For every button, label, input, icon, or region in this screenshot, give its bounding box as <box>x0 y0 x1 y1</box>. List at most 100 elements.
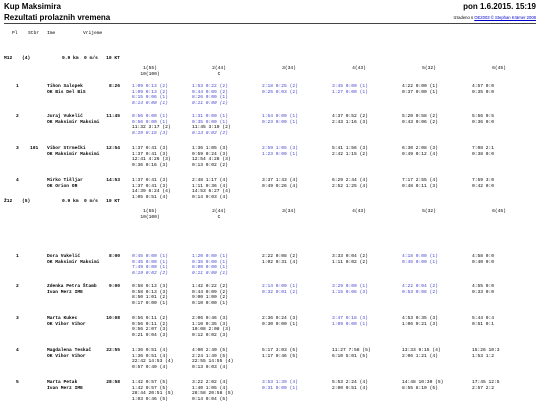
runner-place: 3 <box>16 146 19 151</box>
runner-place: 2 <box>16 114 19 119</box>
split-time: 0:13 0:02 (2) <box>192 162 228 168</box>
split-time: 2:57 2:2 <box>472 385 495 391</box>
split-time: 0:58 0:13 (3) <box>132 284 168 289</box>
split-time: 5:53 2:24 (4) <box>332 380 368 385</box>
split-time: 1:05 0:51 (4) <box>132 194 168 200</box>
split-time: 1:09 0:00 (1) <box>332 321 368 327</box>
split-time: 0:56 0:11 (2) <box>132 316 168 321</box>
split-time: 1:02 0:31 (4) <box>262 259 298 265</box>
split-time: 0:31 0:00 (1) <box>262 385 298 391</box>
report-datetime: pon 1.6.2015. 15:19 <box>463 2 536 11</box>
credit-link[interactable]: OE2003 © Stephan Krämer 2008 <box>474 15 536 20</box>
event-title: Kup Maksimira <box>4 2 61 11</box>
split-time: 0:36 0:16 (3) <box>132 162 168 168</box>
split-time: 3:37 1:43 (4) <box>262 178 298 183</box>
split-time: 1:36 0:51 (4) <box>132 353 168 359</box>
split-time: 15:26 10:3 <box>472 348 500 353</box>
runner-total-time: 12:54 <box>106 146 120 151</box>
runner-place: 4 <box>16 348 19 353</box>
split-time: 5:41 1:56 (3) <box>332 146 368 151</box>
split-time: 10:08 2:08 (3) <box>192 327 231 333</box>
split-time: 4:22 0:04 (2) <box>402 284 438 289</box>
runner-place: 1 <box>16 254 19 259</box>
split-time: 0:44 0:09 (2) <box>192 89 228 95</box>
category-count: (4) <box>22 56 31 61</box>
page-header: Kup Maksimira Rezultati prolaznih vremen… <box>4 2 536 24</box>
credit-line: Izradeno s OE2003 © Stephan Krämer 2008 <box>454 15 536 20</box>
split-time: 0:56 0:11 (2) <box>132 321 168 327</box>
col-vrijeme: Vrijeme <box>83 31 103 36</box>
split-time: 0:36 0:0 <box>472 119 495 125</box>
split-time: 2:42 1:15 (2) <box>332 151 368 157</box>
control-code-sub: C <box>217 214 221 220</box>
split-time: 1:37 0:41 (3) <box>132 178 168 183</box>
split-time: 12:54 4:28 (3) <box>192 157 231 163</box>
split-time: 1:53 0:22 (2) <box>192 84 228 89</box>
split-time: 2:48 1:17 (4) <box>192 178 228 183</box>
control-code: 3(34) <box>282 209 296 214</box>
split-time: 1:54 0:00 (1) <box>262 114 298 119</box>
runner-name: Vibor Strmečki <box>47 146 86 151</box>
runner-total-time: 9:00 <box>108 284 120 289</box>
split-time: 3:47 0:18 (3) <box>332 316 368 321</box>
split-time: 0:14 0:00 (1) <box>132 100 168 106</box>
split-time: 0:56 0:00 (1) <box>132 119 168 125</box>
runner-total-time: 28:58 <box>106 380 120 385</box>
runner-total-time: 10:08 <box>106 316 120 321</box>
split-time: 1:17 0:46 (5) <box>262 353 298 359</box>
runner-name: Tihon Salopek <box>47 84 83 89</box>
runner-club: OK Maksimir Maksimi <box>47 119 100 125</box>
split-time: 0:51 0:1 <box>472 321 495 327</box>
split-time: 0:43 0:06 (2) <box>402 119 438 125</box>
split-time: 4:57 0:0 <box>472 84 495 89</box>
split-time: 0:14 0:03 (4) <box>192 194 228 200</box>
split-time: 2:43 1:16 (3) <box>332 119 368 125</box>
split-time: 8:50 1:01 (2) <box>132 295 168 301</box>
split-time: 1:10 0:35 (3) <box>192 321 228 327</box>
split-time: 0:11 0:00 (1) <box>192 270 228 276</box>
split-time: 1:37 0:41 (3) <box>132 146 168 151</box>
split-time: 0:49 0:12 (4) <box>402 151 438 157</box>
runner-name: Juraj Vukelić <box>47 114 83 119</box>
split-time: 1:15 0:06 (3) <box>332 289 368 295</box>
split-time: 6:29 2:44 (4) <box>332 178 368 183</box>
split-time: 1:37 0:41 (3) <box>132 151 168 157</box>
split-time: 0:13 0:03 (4) <box>192 364 228 370</box>
split-time: 1:23 0:00 (1) <box>262 151 298 157</box>
split-time: 1:36 0:51 (4) <box>132 348 168 353</box>
col-ime: Ime <box>47 31 56 36</box>
header-divider <box>4 23 536 24</box>
split-time: 0:19 0:02 (2) <box>132 270 168 276</box>
runner-club: OK Maksimir Maksimi <box>47 259 100 265</box>
split-time: 1:40 1:05 (4) <box>192 385 228 391</box>
runner-name: Marta Kukec <box>47 316 78 321</box>
split-time: 0:12 0:02 (3) <box>192 332 228 338</box>
split-time: 0:21 0:04 (3) <box>132 332 168 338</box>
split-time: 2:24 1:49 (5) <box>192 353 228 359</box>
split-time: 12:41 4:26 (3) <box>132 157 171 163</box>
split-time: 1:53 1:2 <box>472 353 495 359</box>
split-time: 0:59 0:24 (3) <box>192 151 228 157</box>
col-stbr: Stbr <box>28 31 40 36</box>
split-time: 5:56 0:5 <box>472 114 495 119</box>
split-time: 1:27 0:00 (1) <box>332 89 368 95</box>
category-count: (5) <box>22 199 31 204</box>
split-time: 3:29 0:00 (1) <box>332 284 368 289</box>
runner-total-time: 11:45 <box>106 114 120 119</box>
control-code: 1(55) <box>143 66 157 71</box>
split-time: 0:35 0:00 (1) <box>192 119 228 125</box>
runner-start-number: 101 <box>30 146 39 151</box>
split-time: 8:15 0:06 (1) <box>132 95 168 101</box>
runner-name: Marta Petak <box>47 380 78 385</box>
course-info: 0.9 km 0 m/s 10 KT <box>62 56 120 61</box>
split-time: 22:42 14:53 (4) <box>132 359 174 365</box>
split-time: 22:55 14:55 (4) <box>192 359 234 365</box>
control-code: 4(43) <box>352 66 366 71</box>
split-time: 0:11 0:00 (1) <box>192 100 228 106</box>
split-time: 0:49 0:26 (4) <box>262 183 298 189</box>
runner-place: 1 <box>16 84 19 89</box>
split-time: 0:13 0:02 (2) <box>192 130 228 136</box>
split-time: 17:45 12:5 <box>472 380 500 385</box>
runner-total-time: 8:26 <box>108 84 120 89</box>
split-time: 7:17 2:55 (4) <box>402 178 438 183</box>
